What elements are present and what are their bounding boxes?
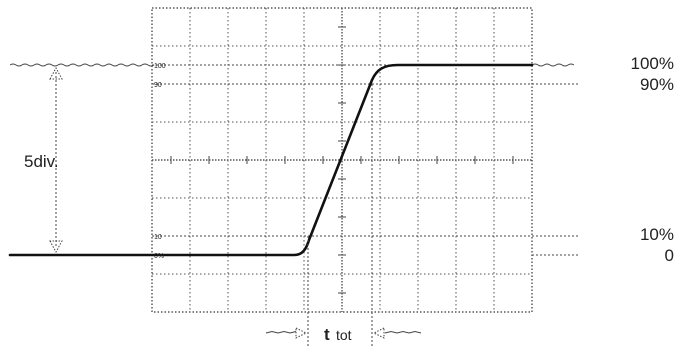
horizontal-grid-lines — [152, 45, 532, 275]
ttot-right-arrow-icon — [372, 327, 422, 339]
label-100-percent: 100% — [631, 54, 674, 73]
label-90-percent: 90% — [640, 75, 674, 94]
scale-mark-0: 0% — [154, 253, 164, 260]
ttot-left-arrow-icon — [265, 327, 308, 339]
scale-mark-100: 100 — [154, 63, 166, 70]
ttot-label-subscript: tot — [336, 327, 352, 343]
ttot-label-main: t — [324, 325, 330, 344]
wavy-extension-left — [9, 63, 155, 67]
arrow-up-icon — [49, 66, 63, 80]
five-div-label: 5div. — [24, 152, 59, 171]
label-zero: 0 — [665, 246, 674, 265]
arrow-down-icon — [49, 240, 63, 254]
step-response-trace — [8, 63, 534, 257]
scale-mark-90: 90 — [154, 82, 162, 89]
scale-mark-10: 10 — [154, 234, 162, 241]
wavy-extension-right — [531, 63, 575, 67]
label-10-percent: 10% — [640, 225, 674, 244]
